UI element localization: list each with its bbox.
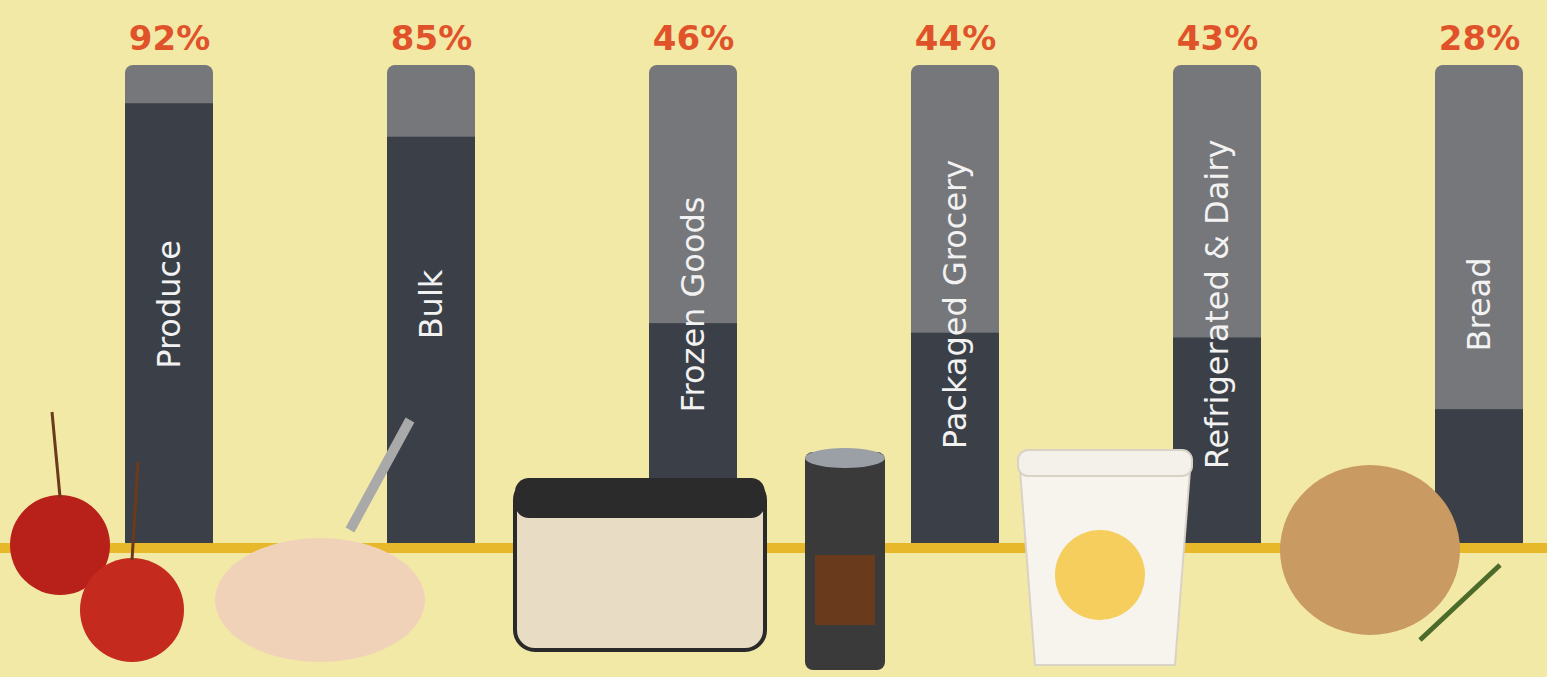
- svg-text:Frozen Goods: Frozen Goods: [674, 197, 712, 413]
- svg-text:92%: 92%: [129, 18, 210, 58]
- svg-text:46%: 46%: [653, 18, 734, 58]
- svg-text:Refrigerated & Dairy: Refrigerated & Dairy: [1198, 140, 1236, 470]
- svg-text:Bulk: Bulk: [412, 269, 450, 339]
- svg-text:43%: 43%: [1177, 18, 1258, 58]
- svg-text:Packaged Grocery: Packaged Grocery: [936, 160, 974, 449]
- svg-text:85%: 85%: [391, 18, 472, 58]
- svg-text:44%: 44%: [915, 18, 996, 58]
- svg-text:Bread: Bread: [1460, 257, 1498, 351]
- svg-text:Produce: Produce: [150, 240, 188, 369]
- svg-text:28%: 28%: [1439, 18, 1520, 58]
